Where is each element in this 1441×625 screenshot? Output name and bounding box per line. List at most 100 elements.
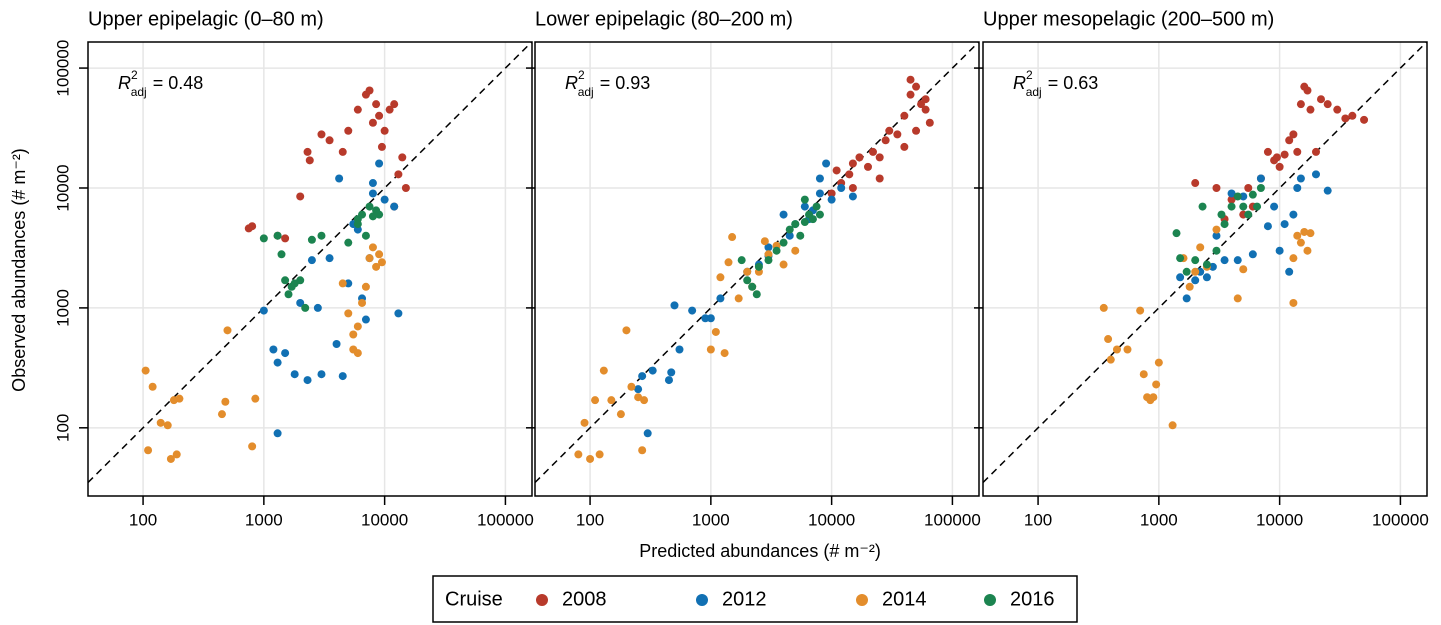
data-point: [664, 376, 673, 385]
data-point: [1248, 250, 1257, 259]
y-tick-label: 100000: [53, 40, 72, 97]
r2-value: = 0.93: [600, 73, 651, 93]
data-point: [1176, 254, 1185, 263]
legend-label: 2014: [882, 588, 927, 610]
x-tick-label: 1000: [1140, 510, 1178, 529]
data-point: [377, 142, 386, 151]
data-point: [1289, 298, 1298, 307]
data-point: [1293, 147, 1302, 156]
data-point: [380, 195, 389, 204]
data-point: [1123, 345, 1132, 354]
data-point: [743, 276, 752, 285]
data-point: [1272, 153, 1281, 162]
data-point: [281, 349, 290, 358]
data-point: [1244, 210, 1253, 219]
data-point: [1280, 220, 1289, 229]
data-point: [368, 118, 377, 127]
data-point: [375, 250, 384, 259]
data-point: [772, 246, 781, 255]
x-tick-label: 1000: [245, 510, 283, 529]
data-point: [906, 75, 915, 84]
data-point: [1212, 183, 1221, 192]
data-point: [1289, 254, 1298, 263]
legend-marker: [536, 594, 548, 606]
data-point: [1275, 246, 1284, 255]
data-point: [848, 159, 857, 168]
data-point: [1296, 100, 1305, 109]
data-point: [893, 130, 902, 139]
y-tick-label: 100: [53, 414, 72, 442]
data-point: [221, 397, 230, 406]
data-point: [1306, 105, 1315, 114]
data-point: [1316, 95, 1325, 104]
data-point: [358, 210, 367, 219]
data-point: [716, 294, 725, 303]
data-point: [925, 118, 934, 127]
data-point: [827, 195, 836, 204]
data-point: [251, 394, 260, 403]
data-point: [372, 100, 381, 109]
data-point: [1306, 229, 1315, 238]
data-point: [1104, 335, 1113, 344]
data-point: [1311, 147, 1320, 156]
data-point: [881, 136, 890, 145]
data-point: [259, 306, 268, 315]
data-point: [368, 179, 377, 188]
data-point: [296, 298, 305, 307]
data-point: [785, 231, 794, 240]
data-point: [163, 421, 172, 430]
data-point: [141, 366, 150, 375]
legend-label: 2008: [562, 588, 607, 610]
data-point: [848, 192, 857, 201]
data-point: [837, 183, 846, 192]
data-point: [1270, 202, 1279, 211]
data-point: [401, 183, 410, 192]
data-point: [375, 111, 384, 120]
data-point: [307, 256, 316, 265]
data-point: [368, 212, 377, 221]
data-point: [640, 396, 649, 405]
data-point: [1176, 273, 1185, 282]
data-point: [1311, 170, 1320, 179]
data-point: [1244, 183, 1253, 192]
data-point: [706, 314, 715, 323]
data-point: [648, 366, 657, 375]
data-point: [1323, 100, 1332, 109]
data-point: [1154, 358, 1163, 367]
data-point: [273, 231, 282, 240]
data-point: [1360, 115, 1369, 124]
data-point: [800, 195, 809, 204]
r2-symbol: R: [565, 73, 578, 93]
panel-title: Lower epipelagic (80–200 m): [535, 8, 793, 30]
data-point: [670, 301, 679, 310]
r2-sup: 2: [1026, 68, 1033, 82]
r2-symbol: R: [1013, 73, 1026, 93]
data-point: [1217, 210, 1226, 219]
data-point: [338, 372, 347, 381]
data-point: [832, 166, 841, 175]
legend-label: 2012: [722, 588, 767, 610]
data-point: [1196, 243, 1205, 252]
data-point: [296, 276, 305, 285]
panel-title: Upper epipelagic (0–80 m): [88, 8, 324, 30]
data-point: [815, 210, 824, 219]
data-point: [760, 237, 769, 246]
r2-sub: adj: [578, 85, 594, 99]
data-point: [156, 418, 165, 427]
data-point: [284, 290, 293, 299]
data-point: [912, 126, 921, 135]
x-axis-label: Predicted abundances (# m⁻²): [639, 541, 881, 561]
data-point: [1220, 220, 1229, 229]
data-point: [868, 147, 877, 156]
data-point: [349, 330, 358, 339]
data-point: [743, 267, 752, 276]
data-point: [748, 282, 757, 291]
data-point: [394, 170, 403, 179]
data-point: [667, 368, 676, 377]
data-point: [1263, 147, 1272, 156]
data-point: [1285, 136, 1294, 145]
data-point: [281, 276, 290, 285]
data-point: [752, 290, 761, 299]
data-point: [365, 202, 374, 211]
